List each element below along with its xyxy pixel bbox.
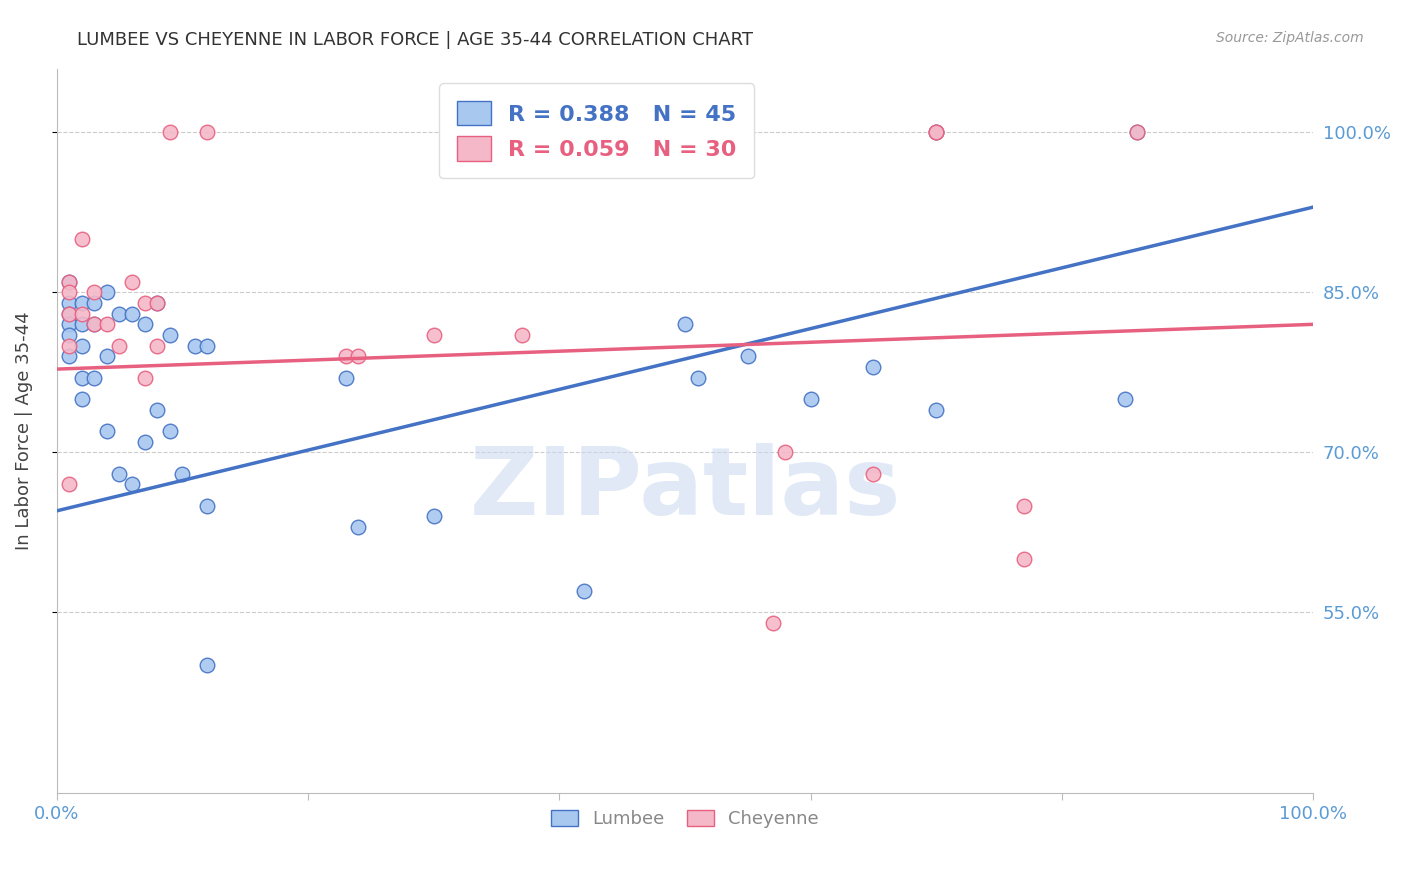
Point: [335, 349, 357, 363]
Point: [925, 126, 948, 140]
Point: [197, 499, 219, 513]
Point: [862, 467, 884, 481]
Point: [347, 520, 370, 534]
Point: [70, 370, 93, 384]
Point: [422, 509, 444, 524]
Point: [146, 296, 169, 310]
Point: [58, 477, 80, 491]
Point: [925, 402, 948, 417]
Point: [70, 339, 93, 353]
Point: [96, 424, 118, 438]
Point: [925, 126, 948, 140]
Point: [1114, 392, 1136, 406]
Point: [347, 349, 370, 363]
Point: [58, 275, 80, 289]
Point: [146, 339, 169, 353]
Point: [673, 318, 696, 332]
Legend: Lumbee, Cheyenne: Lumbee, Cheyenne: [544, 802, 825, 835]
Point: [83, 318, 105, 332]
Point: [121, 275, 143, 289]
Point: [159, 424, 181, 438]
Point: [58, 307, 80, 321]
Point: [686, 370, 709, 384]
Point: [146, 296, 169, 310]
Point: [1012, 552, 1035, 566]
Point: [775, 445, 797, 459]
Point: [335, 370, 357, 384]
Point: [83, 318, 105, 332]
Text: LUMBEE VS CHEYENNE IN LABOR FORCE | AGE 35-44 CORRELATION CHART: LUMBEE VS CHEYENNE IN LABOR FORCE | AGE …: [77, 31, 754, 49]
Point: [83, 296, 105, 310]
Point: [121, 307, 143, 321]
Text: Source: ZipAtlas.com: Source: ZipAtlas.com: [1216, 31, 1364, 45]
Point: [70, 232, 93, 246]
Point: [83, 370, 105, 384]
Point: [58, 296, 80, 310]
Point: [1012, 499, 1035, 513]
Point: [96, 285, 118, 300]
Point: [134, 434, 156, 449]
Point: [121, 477, 143, 491]
Point: [83, 285, 105, 300]
Point: [70, 392, 93, 406]
Y-axis label: In Labor Force | Age 35-44: In Labor Force | Age 35-44: [15, 311, 32, 550]
Point: [58, 328, 80, 343]
Point: [70, 307, 93, 321]
Point: [96, 349, 118, 363]
Point: [134, 296, 156, 310]
Point: [108, 307, 131, 321]
Point: [58, 285, 80, 300]
Point: [108, 467, 131, 481]
Point: [510, 328, 533, 343]
Point: [925, 126, 948, 140]
Point: [422, 328, 444, 343]
Point: [58, 307, 80, 321]
Point: [134, 370, 156, 384]
Text: ZIPatlas: ZIPatlas: [470, 443, 901, 535]
Point: [96, 318, 118, 332]
Point: [172, 467, 194, 481]
Point: [70, 296, 93, 310]
Point: [159, 126, 181, 140]
Point: [58, 349, 80, 363]
Point: [58, 339, 80, 353]
Point: [159, 328, 181, 343]
Point: [58, 318, 80, 332]
Point: [70, 318, 93, 332]
Point: [197, 658, 219, 673]
Point: [862, 359, 884, 374]
Point: [737, 349, 759, 363]
Point: [197, 126, 219, 140]
Point: [184, 339, 207, 353]
Point: [108, 339, 131, 353]
Point: [134, 318, 156, 332]
Point: [1126, 126, 1149, 140]
Point: [574, 583, 596, 598]
Point: [800, 392, 823, 406]
Point: [58, 275, 80, 289]
Point: [1126, 126, 1149, 140]
Point: [762, 615, 785, 630]
Point: [197, 339, 219, 353]
Point: [146, 402, 169, 417]
